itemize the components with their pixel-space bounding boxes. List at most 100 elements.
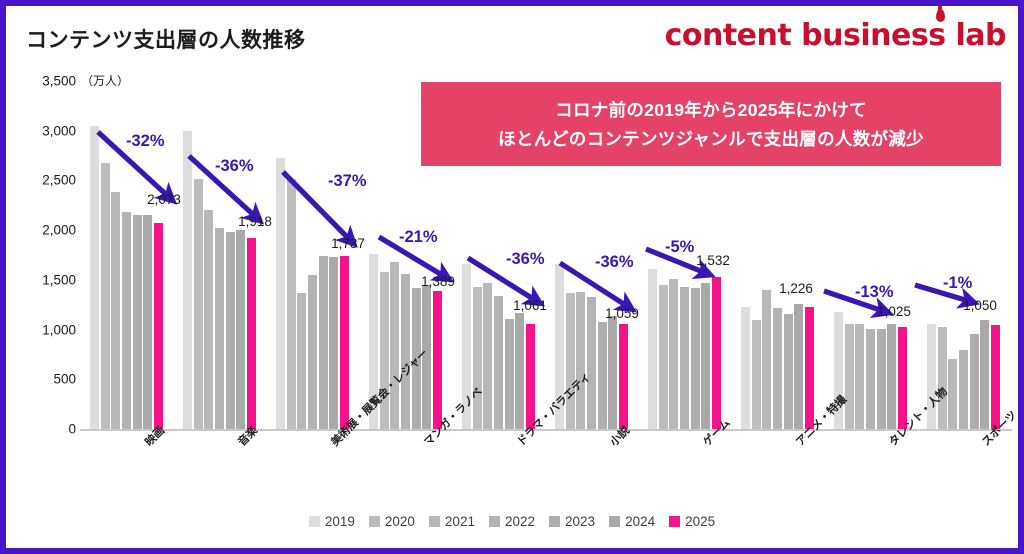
legend-swatch-icon	[488, 516, 500, 527]
y-axis-tick: 0	[68, 421, 76, 437]
legend-item[interactable]: 2019	[308, 514, 355, 529]
bar-2023[interactable]	[318, 256, 328, 429]
bar-2020[interactable]	[193, 179, 203, 429]
bar-group	[276, 81, 349, 429]
bar-2019[interactable]	[369, 254, 379, 429]
bar-2025[interactable]	[153, 222, 163, 429]
bar-2020[interactable]	[100, 162, 110, 429]
bar-2022[interactable]	[307, 274, 317, 429]
legend-swatch-icon	[308, 516, 320, 527]
y-axis-tick: 1,500	[42, 272, 76, 288]
bar-2021[interactable]	[855, 323, 865, 429]
bar-2021[interactable]	[111, 192, 121, 429]
bar-value-label: 1,918	[238, 214, 272, 229]
legend-item[interactable]: 2023	[549, 514, 595, 529]
bar-2019[interactable]	[90, 125, 100, 429]
bar-group	[834, 81, 907, 429]
bar-2025[interactable]	[432, 290, 442, 429]
bar-2024[interactable]	[143, 215, 153, 429]
bar-2025[interactable]	[897, 327, 907, 429]
bar-2019[interactable]	[276, 157, 286, 429]
bar-2023[interactable]	[876, 328, 886, 429]
bar-2024[interactable]	[701, 282, 711, 429]
bar-2025[interactable]	[804, 307, 814, 429]
y-axis-tick: 3,500	[42, 73, 76, 89]
bar-2020[interactable]	[751, 319, 761, 429]
bar-2019[interactable]	[648, 268, 658, 429]
bar-2022[interactable]	[679, 286, 689, 429]
bar-2021[interactable]	[762, 289, 772, 429]
legend-label: 2024	[625, 514, 656, 529]
callout-line-1: コロナ前の2019年から2025年にかけて	[555, 100, 867, 120]
pct-change-label: -32%	[126, 132, 165, 150]
bar-2025[interactable]	[711, 276, 721, 429]
bar-value-label: 1,532	[696, 253, 730, 268]
bar-2021[interactable]	[390, 261, 400, 429]
bar-2022[interactable]	[121, 212, 131, 429]
legend-item[interactable]: 2024	[609, 514, 655, 529]
bar-2019[interactable]	[927, 323, 937, 429]
bar-2020[interactable]	[379, 271, 389, 429]
bar-2020[interactable]	[472, 286, 482, 429]
bar-2020[interactable]	[286, 179, 296, 429]
bar-2020[interactable]	[937, 326, 947, 429]
bar-group	[183, 81, 256, 429]
legend-item[interactable]: 2022	[488, 514, 535, 529]
bar-2024[interactable]	[608, 315, 618, 429]
bar-2025[interactable]	[339, 256, 349, 429]
bar-2023[interactable]	[783, 313, 793, 429]
bar-2022[interactable]	[772, 308, 782, 429]
bar-2021[interactable]	[483, 282, 493, 429]
bar-2019[interactable]	[834, 311, 844, 429]
bar-2024[interactable]	[236, 230, 246, 429]
bar-2019[interactable]	[741, 307, 751, 429]
bar-2023[interactable]	[597, 321, 607, 429]
bar-2022[interactable]	[865, 328, 875, 429]
bar-2022[interactable]	[400, 273, 410, 429]
bar-2023[interactable]	[225, 232, 235, 429]
bar-2021[interactable]	[948, 359, 958, 429]
bar-value-label: 1,389	[421, 274, 455, 289]
bar-2022[interactable]	[493, 295, 503, 429]
bar-2025[interactable]	[525, 323, 535, 429]
bar-2020[interactable]	[658, 284, 668, 429]
bar-2019[interactable]	[555, 263, 565, 429]
bar-2022[interactable]	[958, 350, 968, 429]
bar-2024[interactable]	[329, 257, 339, 429]
y-axis-tick: 2,500	[42, 172, 76, 188]
bar-2023[interactable]	[411, 287, 421, 429]
bar-2021[interactable]	[204, 210, 214, 429]
bar-2021[interactable]	[669, 278, 679, 429]
bar-2023[interactable]	[969, 333, 979, 429]
bar-2022[interactable]	[586, 296, 596, 429]
bar-2025[interactable]	[618, 323, 628, 429]
bar-2024[interactable]	[515, 312, 525, 429]
bar-2021[interactable]	[576, 291, 586, 429]
bar-value-label: 2,073	[147, 192, 181, 207]
bar-2021[interactable]	[297, 292, 307, 429]
bar-2024[interactable]	[794, 304, 804, 429]
y-axis-tick: 3,000	[42, 123, 76, 139]
pct-change-label: -36%	[506, 250, 545, 268]
legend-item[interactable]: 2020	[368, 514, 415, 529]
bar-2020[interactable]	[844, 323, 854, 429]
bar-2025[interactable]	[246, 238, 256, 429]
bar-2020[interactable]	[565, 292, 575, 429]
bar-2024[interactable]	[422, 284, 432, 429]
legend-label: 2020	[384, 514, 415, 529]
bar-2025[interactable]	[990, 324, 1000, 429]
bar-2022[interactable]	[214, 228, 224, 429]
bar-2024[interactable]	[980, 319, 990, 429]
bar-2023[interactable]	[132, 215, 142, 429]
legend-label: 2023	[565, 514, 596, 529]
bar-2019[interactable]	[462, 263, 472, 429]
bar-2019[interactable]	[183, 131, 193, 429]
legend-item[interactable]: 2021	[428, 514, 475, 529]
bar-2024[interactable]	[887, 324, 897, 429]
legend-item[interactable]: 2025	[669, 514, 715, 529]
legend-label: 2025	[685, 514, 716, 529]
bar-2023[interactable]	[690, 287, 700, 429]
bar-2023[interactable]	[504, 318, 514, 429]
legend-swatch-icon	[368, 516, 380, 527]
bar-value-label: 1,059	[605, 306, 639, 321]
